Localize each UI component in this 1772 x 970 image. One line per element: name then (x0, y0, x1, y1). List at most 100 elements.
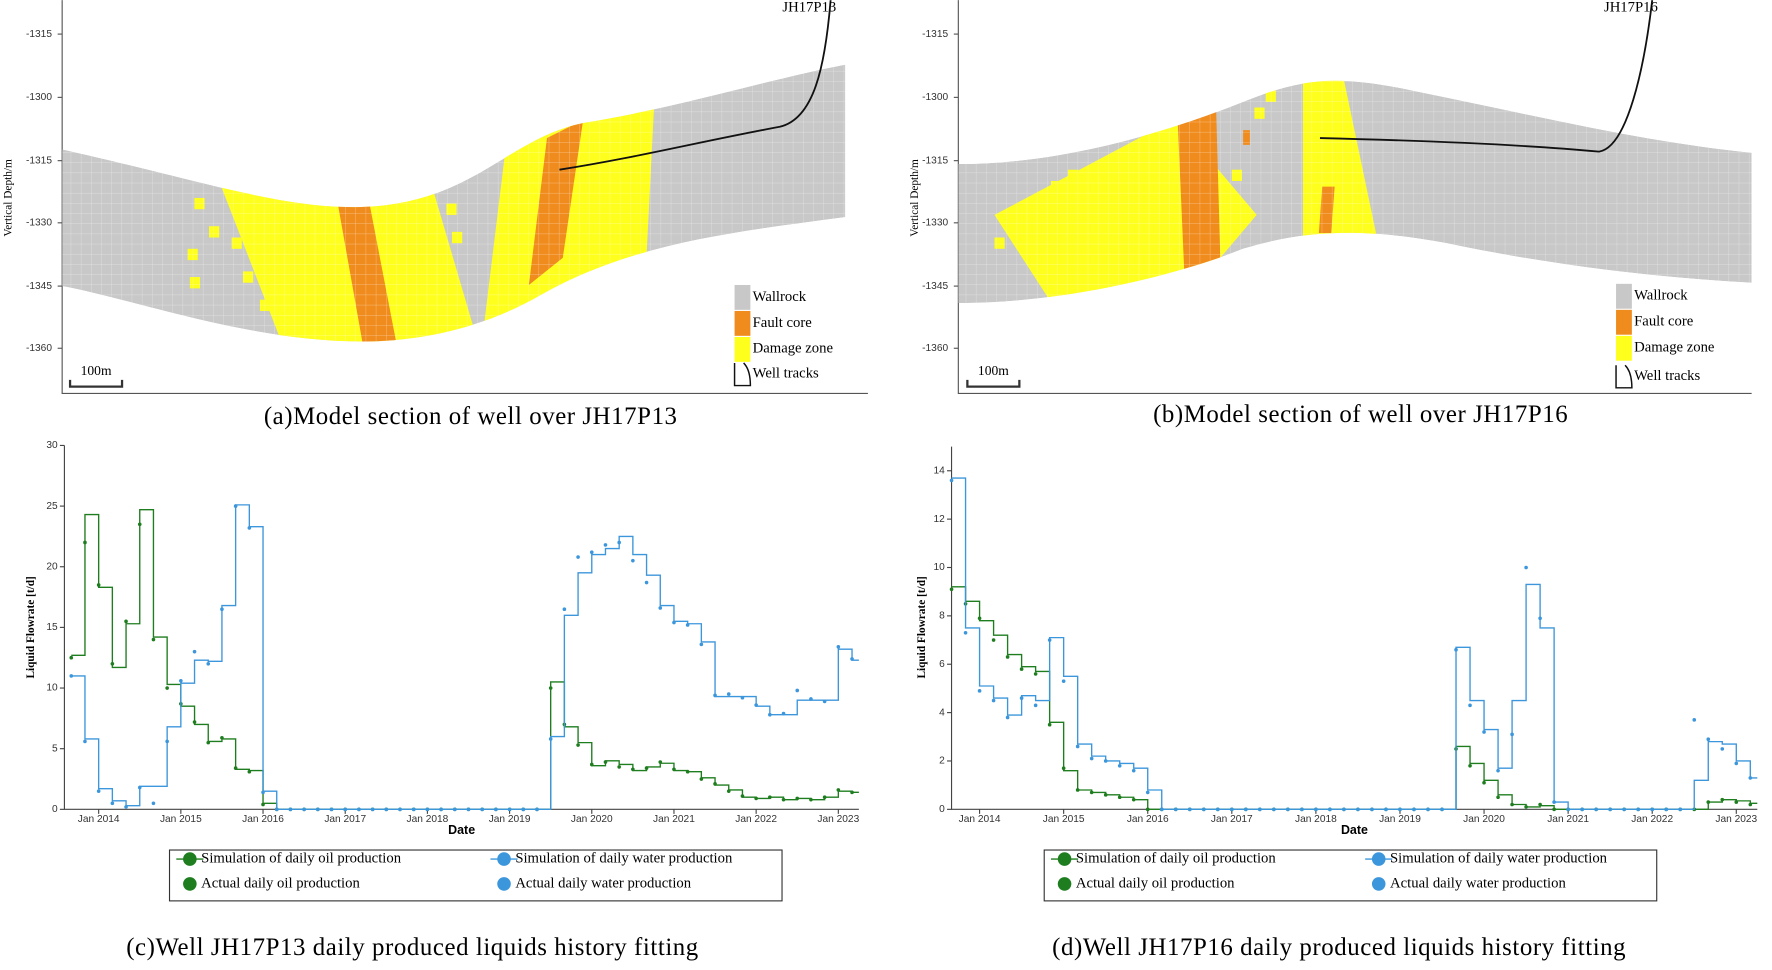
actual-point (507, 807, 512, 812)
actual-point (1314, 807, 1318, 812)
actual-point (137, 522, 142, 527)
actual-point (1047, 638, 1052, 642)
actual-point (288, 807, 293, 812)
actual-point (617, 540, 621, 545)
actual-point (548, 686, 553, 690)
actual-point (822, 795, 827, 800)
actual-point (1706, 737, 1711, 742)
actual-point (1468, 703, 1472, 708)
actual-point (1342, 807, 1346, 812)
actual-point (1089, 756, 1094, 761)
actual-point (302, 807, 306, 812)
actual-point (1706, 800, 1711, 804)
actual-point (1328, 807, 1332, 812)
actual-point (124, 805, 128, 809)
simulation-line (71, 509, 859, 811)
actual-point (562, 607, 567, 612)
actual-point (781, 711, 786, 716)
well-track (559, 0, 832, 171)
actual-point (1075, 788, 1080, 792)
y-tick-label: 8 (939, 611, 945, 622)
actual-point (1019, 667, 1024, 671)
actual-point (631, 767, 635, 772)
actual-point (699, 777, 704, 781)
actual-point (1622, 807, 1626, 812)
actual-point (83, 739, 87, 744)
model-section (958, 80, 1752, 304)
actual-point (206, 740, 211, 745)
actual-point (1734, 800, 1739, 804)
actual-point (809, 697, 813, 701)
x-tick-label: Jan 2023 (1715, 814, 1757, 825)
legend-label: Well tracks (1634, 368, 1700, 384)
actual-point (1720, 797, 1725, 802)
legend-label: Simulation of daily oil production (1076, 850, 1277, 866)
actual-point (69, 674, 74, 678)
actual-point (685, 623, 690, 627)
actual-point (1482, 780, 1486, 785)
actual-point (977, 689, 982, 693)
legend-label: Fault core (753, 315, 813, 331)
actual-point (1636, 807, 1641, 812)
actual-point (357, 807, 361, 812)
actual-point (247, 526, 252, 530)
actual-point (316, 807, 320, 812)
legend-swatch (1616, 283, 1632, 309)
actual-point (1510, 732, 1514, 737)
actual-point (1580, 807, 1584, 812)
legend-marker (497, 852, 511, 866)
well-name: JH17P13 (782, 0, 836, 15)
legend-swatch (1616, 335, 1632, 361)
frame (957, 0, 1752, 395)
y-tick-label: -1345 (922, 281, 948, 292)
actual-point (1552, 800, 1556, 804)
actual-point (795, 796, 800, 801)
actual-point (1412, 807, 1416, 812)
y-tick-label: -1345 (26, 281, 52, 292)
actual-point (535, 807, 539, 812)
cell-grid (958, 80, 1752, 304)
actual-point (398, 807, 402, 812)
legend-box (168, 849, 783, 902)
y-tick-label: 4 (939, 707, 945, 718)
actual-point (754, 796, 758, 801)
actual-point (672, 767, 676, 772)
actual-point (1426, 807, 1430, 812)
actual-point (1454, 647, 1458, 652)
actual-point (1005, 655, 1010, 659)
actual-point (1075, 744, 1080, 749)
y-tick-label: 10 (933, 562, 945, 573)
actual-point (1538, 616, 1542, 621)
scale-bar (966, 379, 1021, 388)
actual-point (1061, 679, 1066, 683)
actual-point (1692, 718, 1697, 722)
actual-point (1384, 807, 1388, 812)
actual-point (1103, 793, 1108, 797)
actual-point (137, 785, 142, 790)
legend-label: Wallrock (753, 289, 807, 305)
x-tick-label: Jan 2015 (1043, 814, 1085, 825)
scale-label: 100m (978, 363, 1009, 378)
actual-point (1496, 768, 1500, 773)
axes (63, 445, 859, 810)
actual-point (1215, 807, 1220, 812)
actual-point (603, 760, 608, 764)
actual-point (1005, 715, 1010, 720)
y-tick-label: 12 (933, 514, 945, 525)
x-tick-label: Jan 2021 (653, 814, 695, 825)
well-name: JH17P16 (1604, 0, 1658, 15)
x-tick-label: Jan 2017 (324, 814, 366, 825)
y-axis-label: Vertical Depth/m (909, 159, 921, 237)
actual-point (713, 782, 717, 786)
x-tick-label: Jan 2018 (1295, 814, 1337, 825)
y-tick-label: -1360 (922, 343, 948, 354)
legend-label: Actual daily water production (1390, 875, 1566, 891)
y-tick-label: -1360 (26, 343, 52, 354)
x-tick-label: Jan 2020 (1463, 814, 1505, 825)
y-tick-label: -1300 (922, 92, 948, 103)
x-tick-label: Jan 2018 (407, 814, 449, 825)
y-tick-label: -1300 (26, 92, 52, 103)
actual-point (480, 807, 485, 812)
actual-point (1159, 807, 1164, 812)
actual-point (1131, 797, 1136, 802)
